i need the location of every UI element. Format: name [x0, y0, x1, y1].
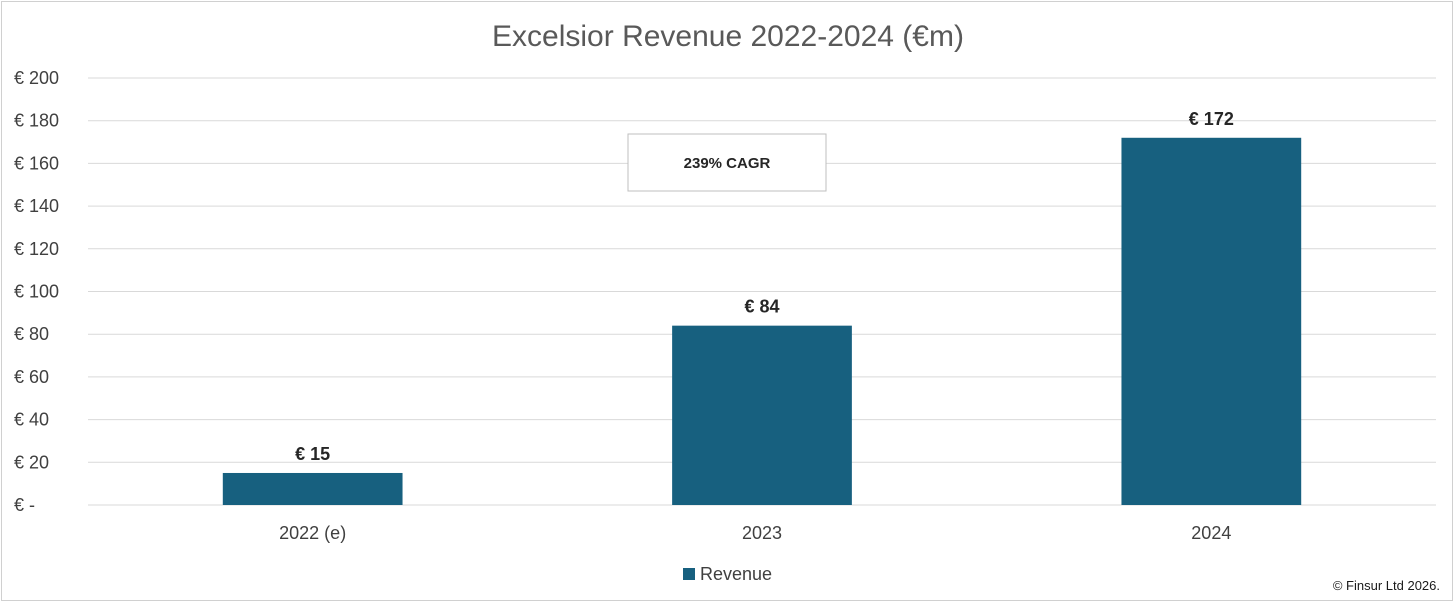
legend: Revenue: [683, 564, 772, 584]
copyright-text: © Finsur Ltd 2026.: [1333, 578, 1440, 593]
y-tick-label: € 200: [14, 68, 59, 88]
y-tick-label: € 100: [14, 282, 59, 302]
y-tick-label: € 180: [14, 111, 59, 131]
bar: [1121, 137, 1302, 505]
y-tick-label: € 140: [14, 196, 59, 216]
x-tick-label: 2022 (e): [279, 523, 346, 543]
y-tick-label: € -: [14, 495, 35, 515]
legend-swatch: [683, 568, 695, 580]
data-label: € 84: [744, 297, 779, 317]
x-axis: 2022 (e) 2023 2024: [279, 523, 1231, 543]
y-tick-label: € 160: [14, 153, 59, 173]
y-tick-label: € 40: [14, 410, 49, 430]
x-tick-label: 2024: [1191, 523, 1231, 543]
x-tick-label: 2023: [742, 523, 782, 543]
y-axis: € - € 20 € 40 € 60 € 80 € 100 € 120 € 140 € 160 €…: [14, 68, 59, 515]
bars: € 15 € 84 € 172: [222, 109, 1302, 505]
annotation-box: 239% CAGR: [627, 133, 827, 192]
cagr-annotation: 239% CAGR: [684, 155, 771, 172]
data-label: € 172: [1189, 109, 1234, 129]
bar: [672, 325, 852, 505]
data-label: € 15: [295, 444, 330, 464]
y-tick-label: € 20: [14, 452, 49, 472]
y-tick-label: € 60: [14, 367, 49, 387]
chart-title: Excelsior Revenue 2022-2024 (€m): [492, 20, 964, 53]
legend-label: Revenue: [700, 564, 772, 584]
y-tick-label: € 80: [14, 324, 49, 344]
y-tick-label: € 120: [14, 239, 59, 259]
bar: [222, 472, 403, 505]
